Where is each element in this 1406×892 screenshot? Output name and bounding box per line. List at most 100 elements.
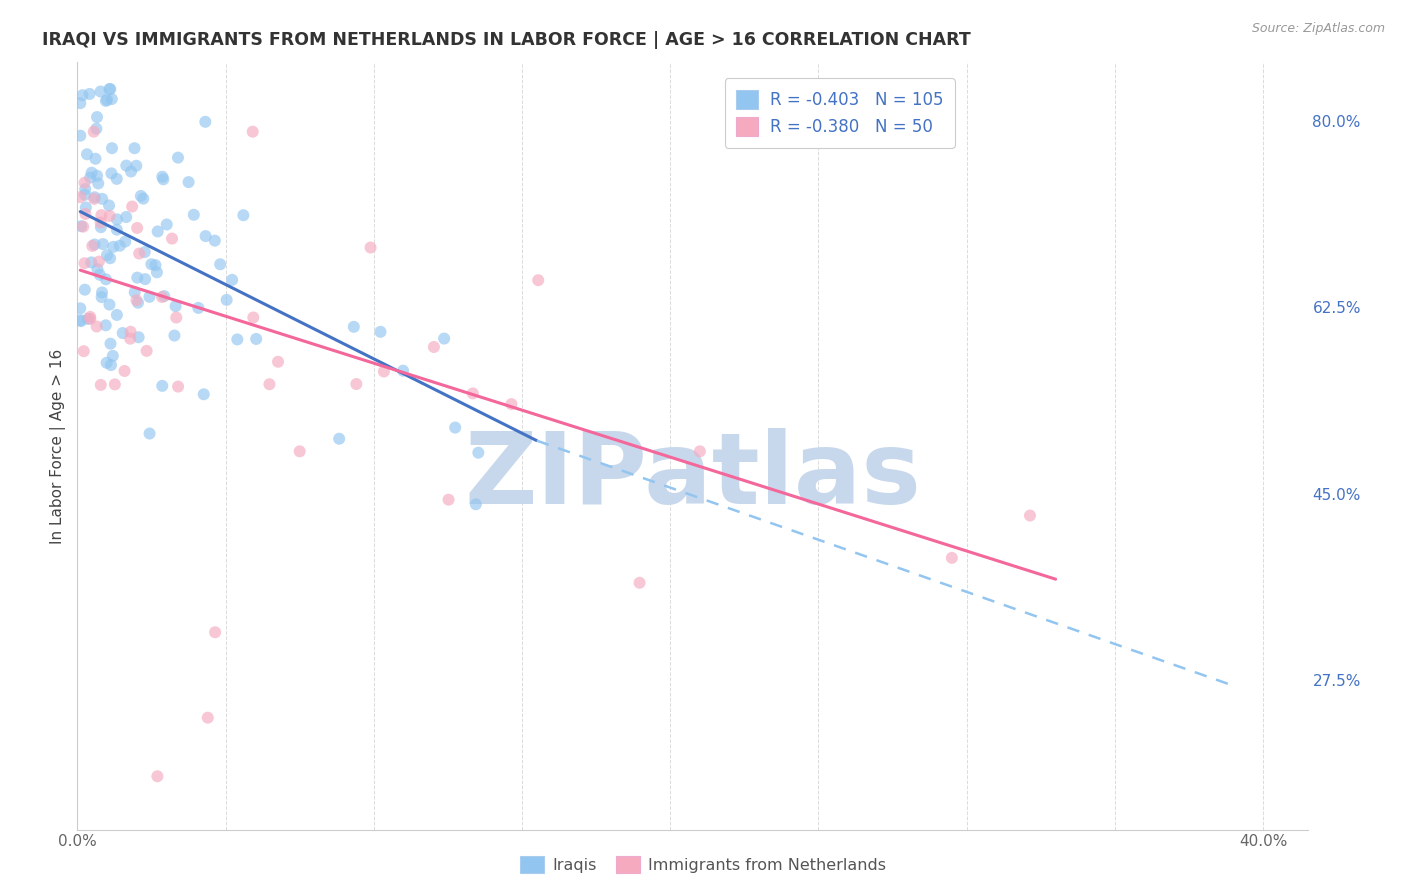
Point <box>105 212 128 227</box>
Legend: R = -0.403   N = 105, R = -0.380   N = 50: R = -0.403 N = 105, R = -0.380 N = 50 <box>724 78 955 148</box>
Point <box>90 220 112 235</box>
Point <box>79 170 101 185</box>
Point <box>76 147 98 161</box>
Point <box>1019 508 1042 523</box>
Point <box>464 497 486 511</box>
Point <box>150 169 173 184</box>
Point <box>344 377 367 392</box>
Point <box>80 166 103 180</box>
Point <box>105 308 128 322</box>
Point <box>73 176 96 190</box>
Point <box>150 290 173 304</box>
Point <box>215 293 238 307</box>
Point <box>73 256 96 270</box>
Point <box>83 237 105 252</box>
Point <box>100 336 122 351</box>
Point <box>86 169 108 183</box>
Point <box>156 218 179 232</box>
Point <box>73 283 96 297</box>
Point <box>124 141 146 155</box>
Point <box>221 273 243 287</box>
Point <box>100 166 122 180</box>
Point <box>91 237 114 252</box>
Point <box>328 432 350 446</box>
Point <box>75 182 97 196</box>
Point <box>187 301 209 315</box>
Point <box>111 326 134 340</box>
Point <box>98 82 121 96</box>
Point <box>120 332 142 346</box>
Point <box>242 125 264 139</box>
Point <box>105 172 128 186</box>
Point <box>152 172 174 186</box>
Point <box>242 310 264 325</box>
Point <box>197 711 219 725</box>
Point <box>87 177 110 191</box>
Point <box>167 151 190 165</box>
Point <box>77 312 100 326</box>
Point <box>69 313 91 327</box>
Point <box>167 379 190 393</box>
Point <box>82 239 104 253</box>
Point <box>267 355 290 369</box>
Point <box>194 115 217 129</box>
Point <box>288 444 311 458</box>
Point <box>86 110 108 124</box>
Point <box>69 128 91 143</box>
Point <box>87 254 110 268</box>
Point <box>146 265 169 279</box>
Point <box>165 310 187 325</box>
Point <box>132 192 155 206</box>
Point <box>105 222 128 236</box>
Point <box>135 343 157 358</box>
Point <box>86 121 108 136</box>
Point <box>245 332 267 346</box>
Point <box>80 255 103 269</box>
Point <box>138 426 160 441</box>
Point <box>79 87 101 101</box>
Point <box>94 272 117 286</box>
Point <box>96 93 118 107</box>
Point <box>134 272 156 286</box>
Point <box>153 289 176 303</box>
Point <box>98 198 121 212</box>
Point <box>115 210 138 224</box>
Point <box>69 190 91 204</box>
Point <box>125 159 148 173</box>
Point <box>370 325 392 339</box>
Point <box>101 92 124 106</box>
Point <box>94 318 117 333</box>
Point <box>96 248 118 262</box>
Point <box>86 262 108 277</box>
Point <box>183 208 205 222</box>
Point <box>163 328 186 343</box>
Legend: Iraqis, Immigrants from Netherlands: Iraqis, Immigrants from Netherlands <box>515 849 891 880</box>
Point <box>69 301 91 316</box>
Point <box>72 88 94 103</box>
Point <box>90 290 112 304</box>
Text: IRAQI VS IMMIGRANTS FROM NETHERLANDS IN LABOR FORCE | AGE > 16 CORRELATION CHART: IRAQI VS IMMIGRANTS FROM NETHERLANDS IN … <box>42 31 972 49</box>
Point <box>127 295 149 310</box>
Point <box>204 234 226 248</box>
Point <box>433 332 456 346</box>
Point <box>100 358 122 372</box>
Point <box>98 82 121 96</box>
Point <box>689 444 711 458</box>
Point <box>204 625 226 640</box>
Text: Source: ZipAtlas.com: Source: ZipAtlas.com <box>1251 22 1385 36</box>
Point <box>83 192 105 206</box>
Point <box>125 293 148 308</box>
Point <box>89 268 111 282</box>
Y-axis label: In Labor Force | Age > 16: In Labor Force | Age > 16 <box>51 349 66 543</box>
Text: ZIPatlas: ZIPatlas <box>464 428 921 525</box>
Point <box>134 245 156 260</box>
Point <box>83 190 105 204</box>
Point <box>108 239 131 253</box>
Point <box>114 235 136 249</box>
Point <box>437 492 460 507</box>
Point <box>90 85 112 99</box>
Point <box>259 377 281 392</box>
Point <box>124 285 146 300</box>
Point <box>75 201 97 215</box>
Point <box>91 192 114 206</box>
